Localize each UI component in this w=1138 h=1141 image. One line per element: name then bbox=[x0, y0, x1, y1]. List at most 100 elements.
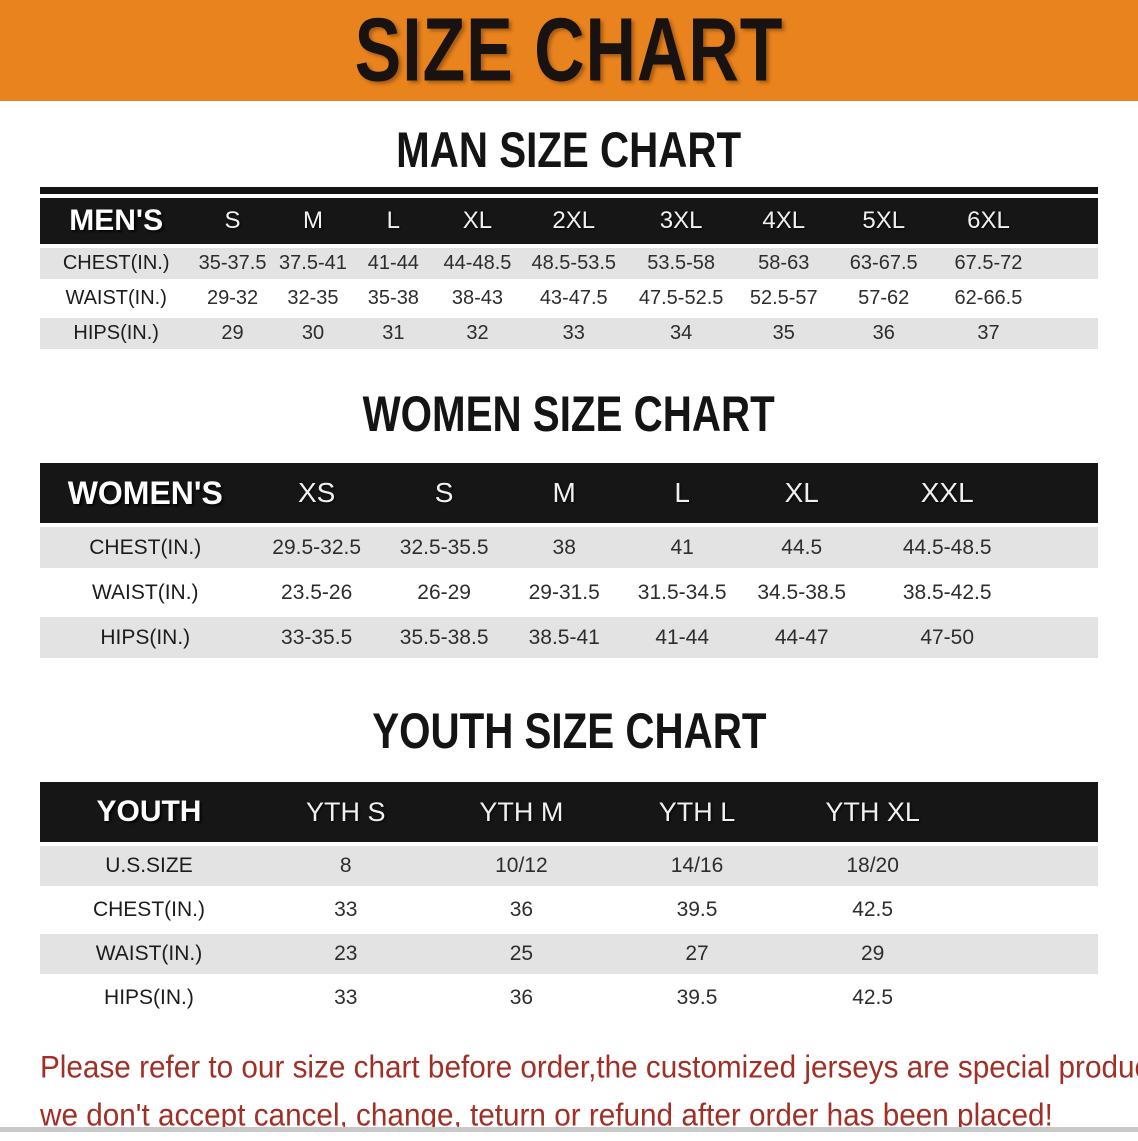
measurement-value: 37.5-41 bbox=[272, 248, 354, 279]
size-column-header: 4XL bbox=[736, 198, 832, 244]
measurement-value: 29.5-32.5 bbox=[250, 527, 383, 568]
size-column-header: S bbox=[192, 198, 273, 244]
row-label: CHEST(IN.) bbox=[40, 527, 251, 568]
measurement-value: 35 bbox=[736, 318, 832, 349]
row-label: WAIST(IN.) bbox=[40, 283, 193, 314]
measurement-value: 44-47 bbox=[741, 617, 863, 658]
disclaimer: Please refer to our size chart before or… bbox=[40, 1044, 1138, 1140]
row-spacer-cell bbox=[1040, 248, 1098, 279]
measurement-value: 44.5-48.5 bbox=[862, 527, 1033, 568]
measurement-value: 67.5-72 bbox=[936, 248, 1041, 279]
row-spacer-cell bbox=[960, 978, 1098, 1018]
group-label: WOMEN'S bbox=[40, 463, 251, 523]
measurement-value: 37 bbox=[936, 318, 1041, 349]
men-size-table: MEN'S S M L XL 2XL 3XL 4XL 5XL 6XL CHEST(IN.) 35-3… bbox=[40, 194, 1098, 353]
measurement-value: 39.5 bbox=[609, 978, 785, 1018]
row-spacer-cell bbox=[960, 846, 1098, 886]
size-column-header: 2XL bbox=[521, 198, 627, 244]
row-spacer-cell bbox=[1040, 318, 1098, 349]
measurement-row: HIPS(IN.) 29 30 31 32 33 34 35 36 37 bbox=[40, 318, 1098, 349]
row-spacer-cell bbox=[960, 934, 1098, 974]
row-spacer-cell bbox=[1032, 572, 1098, 613]
measurement-value: 32.5-35.5 bbox=[382, 527, 506, 568]
measurement-value: 41-44 bbox=[353, 248, 434, 279]
measurement-value: 42.5 bbox=[784, 978, 961, 1018]
measurement-value: 33 bbox=[521, 318, 627, 349]
measurement-value: 36 bbox=[433, 890, 610, 930]
measurement-value: 38-43 bbox=[433, 283, 522, 314]
measurement-row: WAIST(IN.) 29-32 32-35 35-38 38-43 43-47.5 47.… bbox=[40, 283, 1098, 314]
measurement-value: 44-48.5 bbox=[433, 248, 522, 279]
measurement-row: CHEST(IN.) 35-37.5 37.5-41 41-44 44-48.5 48.5… bbox=[40, 248, 1098, 279]
header-spacer-cell bbox=[1032, 463, 1098, 523]
measurement-value: 47.5-52.5 bbox=[626, 283, 737, 314]
row-spacer-cell bbox=[960, 890, 1098, 930]
measurement-value: 32-35 bbox=[272, 283, 354, 314]
measurement-value: 36 bbox=[831, 318, 937, 349]
measurement-value: 30 bbox=[272, 318, 354, 349]
measurement-value: 29 bbox=[784, 934, 961, 974]
measurement-row: U.S.SIZE 8 10/12 14/16 18/20 bbox=[40, 846, 1098, 886]
measurement-row: HIPS(IN.) 33 36 39.5 42.5 bbox=[40, 978, 1098, 1018]
size-column-header: L bbox=[353, 198, 434, 244]
row-label: WAIST(IN.) bbox=[40, 934, 258, 974]
row-label: CHEST(IN.) bbox=[40, 890, 258, 930]
size-column-header: YTH S bbox=[257, 782, 434, 842]
size-chart-banner: SIZE CHART bbox=[0, 0, 1138, 101]
men-table-topline bbox=[40, 187, 1098, 194]
row-label: HIPS(IN.) bbox=[40, 617, 251, 658]
measurement-value: 10/12 bbox=[433, 846, 610, 886]
measurement-value: 34 bbox=[626, 318, 737, 349]
size-column-header: XS bbox=[250, 463, 383, 523]
row-label: WAIST(IN.) bbox=[40, 572, 251, 613]
measurement-value: 29-31.5 bbox=[505, 572, 623, 613]
measurement-value: 53.5-58 bbox=[626, 248, 737, 279]
measurement-value: 41 bbox=[622, 527, 742, 568]
measurement-value: 43-47.5 bbox=[521, 283, 627, 314]
women-table-header-row: WOMEN'S XS S M L XL XXL bbox=[40, 463, 1098, 523]
header-spacer-cell bbox=[960, 782, 1098, 842]
youth-size-table: YOUTH YTH S YTH M YTH L YTH XL U.S.SIZE 8 10/1… bbox=[40, 778, 1098, 1022]
size-column-header: YTH L bbox=[609, 782, 785, 842]
header-spacer-cell bbox=[1040, 198, 1098, 244]
measurement-row: WAIST(IN.) 23 25 27 29 bbox=[40, 934, 1098, 974]
women-size-section: WOMEN SIZE CHART WOMEN'S XS S M L XL XXL CHEST… bbox=[40, 385, 1098, 662]
measurement-value: 35-38 bbox=[353, 283, 434, 314]
size-column-header: L bbox=[622, 463, 742, 523]
banner-title: SIZE CHART bbox=[354, 0, 784, 101]
measurement-value: 42.5 bbox=[784, 890, 961, 930]
measurement-row: CHEST(IN.) 33 36 39.5 42.5 bbox=[40, 890, 1098, 930]
measurement-value: 33 bbox=[257, 978, 434, 1018]
size-column-header: S bbox=[382, 463, 506, 523]
measurement-value: 29-32 bbox=[192, 283, 273, 314]
measurement-value: 62-66.5 bbox=[936, 283, 1041, 314]
row-label: CHEST(IN.) bbox=[40, 248, 193, 279]
men-section-title: MAN SIZE CHART bbox=[396, 121, 742, 178]
measurement-value: 33 bbox=[257, 890, 434, 930]
women-section-title: WOMEN SIZE CHART bbox=[362, 385, 776, 442]
measurement-value: 44.5 bbox=[741, 527, 863, 568]
measurement-value: 38 bbox=[505, 527, 623, 568]
size-column-header: 3XL bbox=[626, 198, 737, 244]
youth-size-section: YOUTH SIZE CHART YOUTH YTH S YTH M YTH L YTH… bbox=[40, 702, 1098, 1022]
size-column-header: XXL bbox=[862, 463, 1033, 523]
measurement-value: 35.5-38.5 bbox=[382, 617, 506, 658]
measurement-value: 48.5-53.5 bbox=[521, 248, 627, 279]
disclaimer-line-2: we don't accept cancel, change, teturn o… bbox=[40, 1098, 1053, 1133]
row-spacer-cell bbox=[1040, 283, 1098, 314]
youth-section-title: YOUTH SIZE CHART bbox=[371, 702, 767, 759]
measurement-value: 31 bbox=[353, 318, 434, 349]
size-column-header: 6XL bbox=[936, 198, 1041, 244]
measurement-value: 38.5-42.5 bbox=[862, 572, 1033, 613]
measurement-value: 36 bbox=[433, 978, 610, 1018]
measurement-value: 27 bbox=[609, 934, 785, 974]
measurement-value: 33-35.5 bbox=[250, 617, 383, 658]
row-label: HIPS(IN.) bbox=[40, 978, 258, 1018]
size-column-header: XL bbox=[741, 463, 863, 523]
measurement-value: 58-63 bbox=[736, 248, 832, 279]
size-column-header: XL bbox=[433, 198, 522, 244]
bottom-strip bbox=[0, 1127, 1138, 1132]
disclaimer-line-1: Please refer to our size chart before or… bbox=[40, 1050, 1138, 1085]
size-chart-content: MAN SIZE CHART MEN'S S M L XL 2XL 3XL 4XL 5XL 6XL… bbox=[0, 121, 1138, 1022]
measurement-value: 8 bbox=[257, 846, 434, 886]
